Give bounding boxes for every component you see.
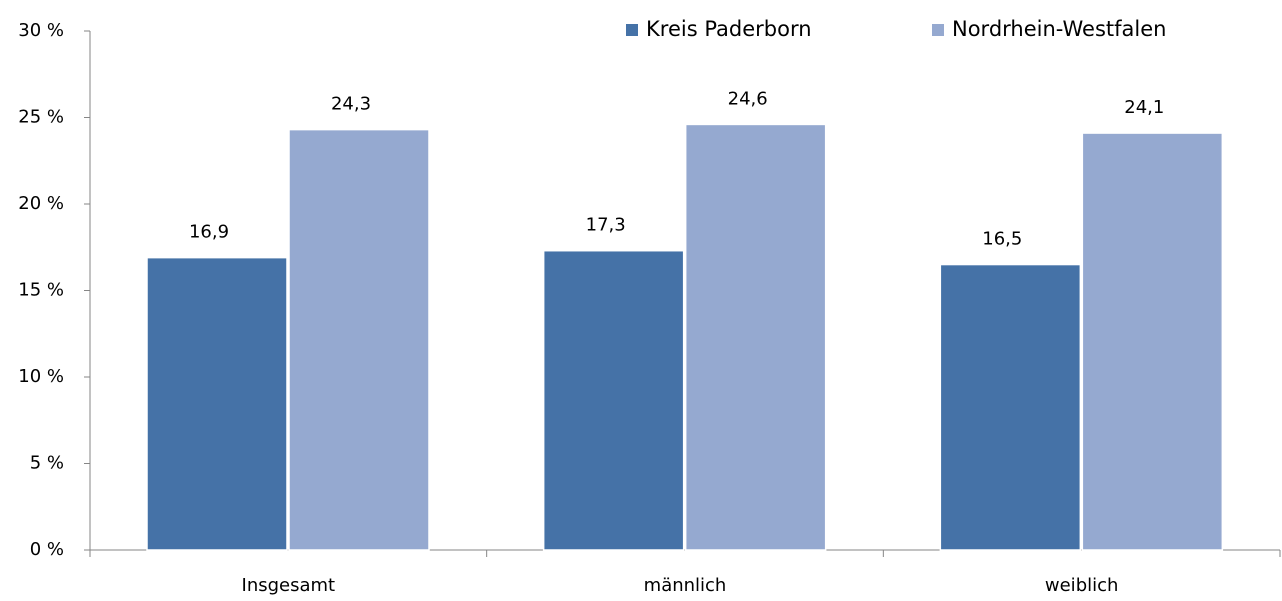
value-label: 16,5 [982, 229, 1022, 250]
legend-label: Kreis Paderborn [646, 17, 812, 41]
x-tick-label: Insgesamt [242, 575, 336, 596]
legend-swatch [626, 24, 638, 36]
bar [939, 263, 1082, 551]
y-tick-label: 20 % [18, 193, 64, 214]
value-label: 16,9 [189, 222, 229, 243]
bar [146, 256, 288, 551]
x-tick-label: weiblich [1045, 575, 1119, 596]
bar [1081, 132, 1224, 551]
x-tick-label: männlich [644, 575, 727, 596]
value-label: 17,3 [586, 215, 626, 236]
y-tick-label: 5 % [30, 453, 64, 474]
y-tick-label: 10 % [18, 366, 64, 387]
legend-label: Nordrhein-Westfalen [952, 17, 1166, 41]
y-tick-label: 15 % [18, 280, 64, 301]
y-tick-label: 0 % [30, 539, 64, 560]
bar [288, 128, 430, 551]
y-tick-label: 25 % [18, 107, 64, 128]
legend-swatch [932, 24, 944, 36]
value-label: 24,3 [331, 94, 371, 115]
bar [684, 123, 827, 551]
value-label: 24,6 [728, 88, 768, 109]
value-label: 24,1 [1124, 97, 1164, 118]
y-tick-label: 30 % [18, 20, 64, 41]
bar [542, 249, 685, 551]
